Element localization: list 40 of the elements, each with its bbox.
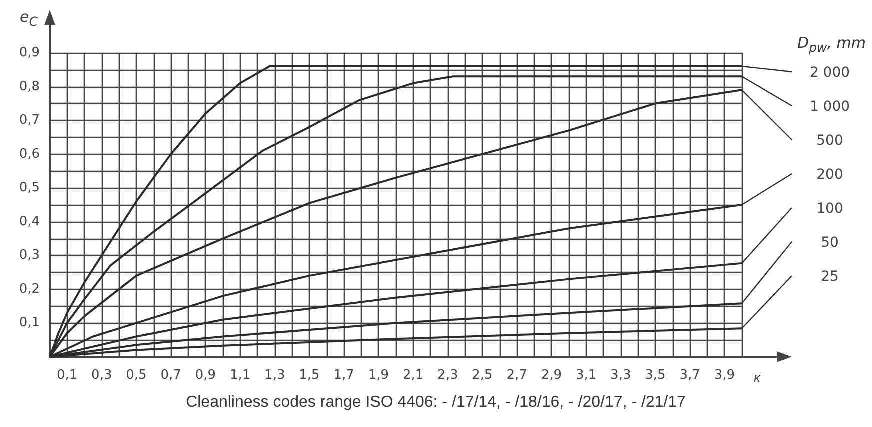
x-tick-label: 0,1 [56,368,78,383]
x-tick-label: 0,3 [92,368,112,383]
x-tick-label: 3,9 [714,368,736,383]
y-tick-label: 0,2 [19,282,40,297]
x-tick-label: 1,7 [334,368,354,383]
text: 50 [821,235,839,251]
x-tick-label: 0,9 [195,368,216,383]
text: 1 000 [810,99,850,115]
text: 25 [821,269,839,285]
text: Cleanliness codes range ISO 4406: - /17/14, - /18/16, - /20/17, - /21/17 [185,394,687,412]
y-tick-label: 0,8 [19,79,40,94]
text: 200 [816,167,844,183]
x-tick-label: 2,3 [438,368,458,383]
x-tick-label: 3,5 [645,368,666,383]
y-tick-label: 0,6 [19,146,40,162]
y-tick-label: 0,3 [19,248,40,264]
y-axis-title: e$_{C}$ [20,8,38,29]
y-tick-label: 0,7 [19,113,40,128]
x-tick-label: 1,1 [230,368,251,383]
y-tick-label: 0,4 [19,214,40,230]
x-tick-label: 1,5 [299,368,320,383]
text: 500 [816,133,844,149]
y-tick-label: 0,1 [19,316,40,331]
y-tick-label: 0,9 [19,46,40,60]
y-tick-label: 0,5 [19,180,40,196]
text: 100 [816,201,844,217]
x-tick-label: 3,7 [680,368,700,383]
x-tick-label: 2,5 [472,368,493,383]
x-tick-label: 0,5 [126,368,147,383]
x-tick-label: 3,1 [576,368,597,383]
legend-label: 2 000 [810,65,850,81]
x-tick-label: 1,3 [264,368,286,383]
x-tick-label: 1,9 [368,368,390,383]
x-axis-title: κ [754,370,762,385]
x-tick-label: 2,7 [506,368,528,383]
x-tick-label: 2,1 [402,368,424,383]
x-tick-label: 3,3 [610,368,632,383]
legend-title: D$_{pw}$, mm [798,34,866,55]
x-tick-label: 0,7 [160,368,182,383]
x-tick-label: 2,9 [541,368,562,383]
